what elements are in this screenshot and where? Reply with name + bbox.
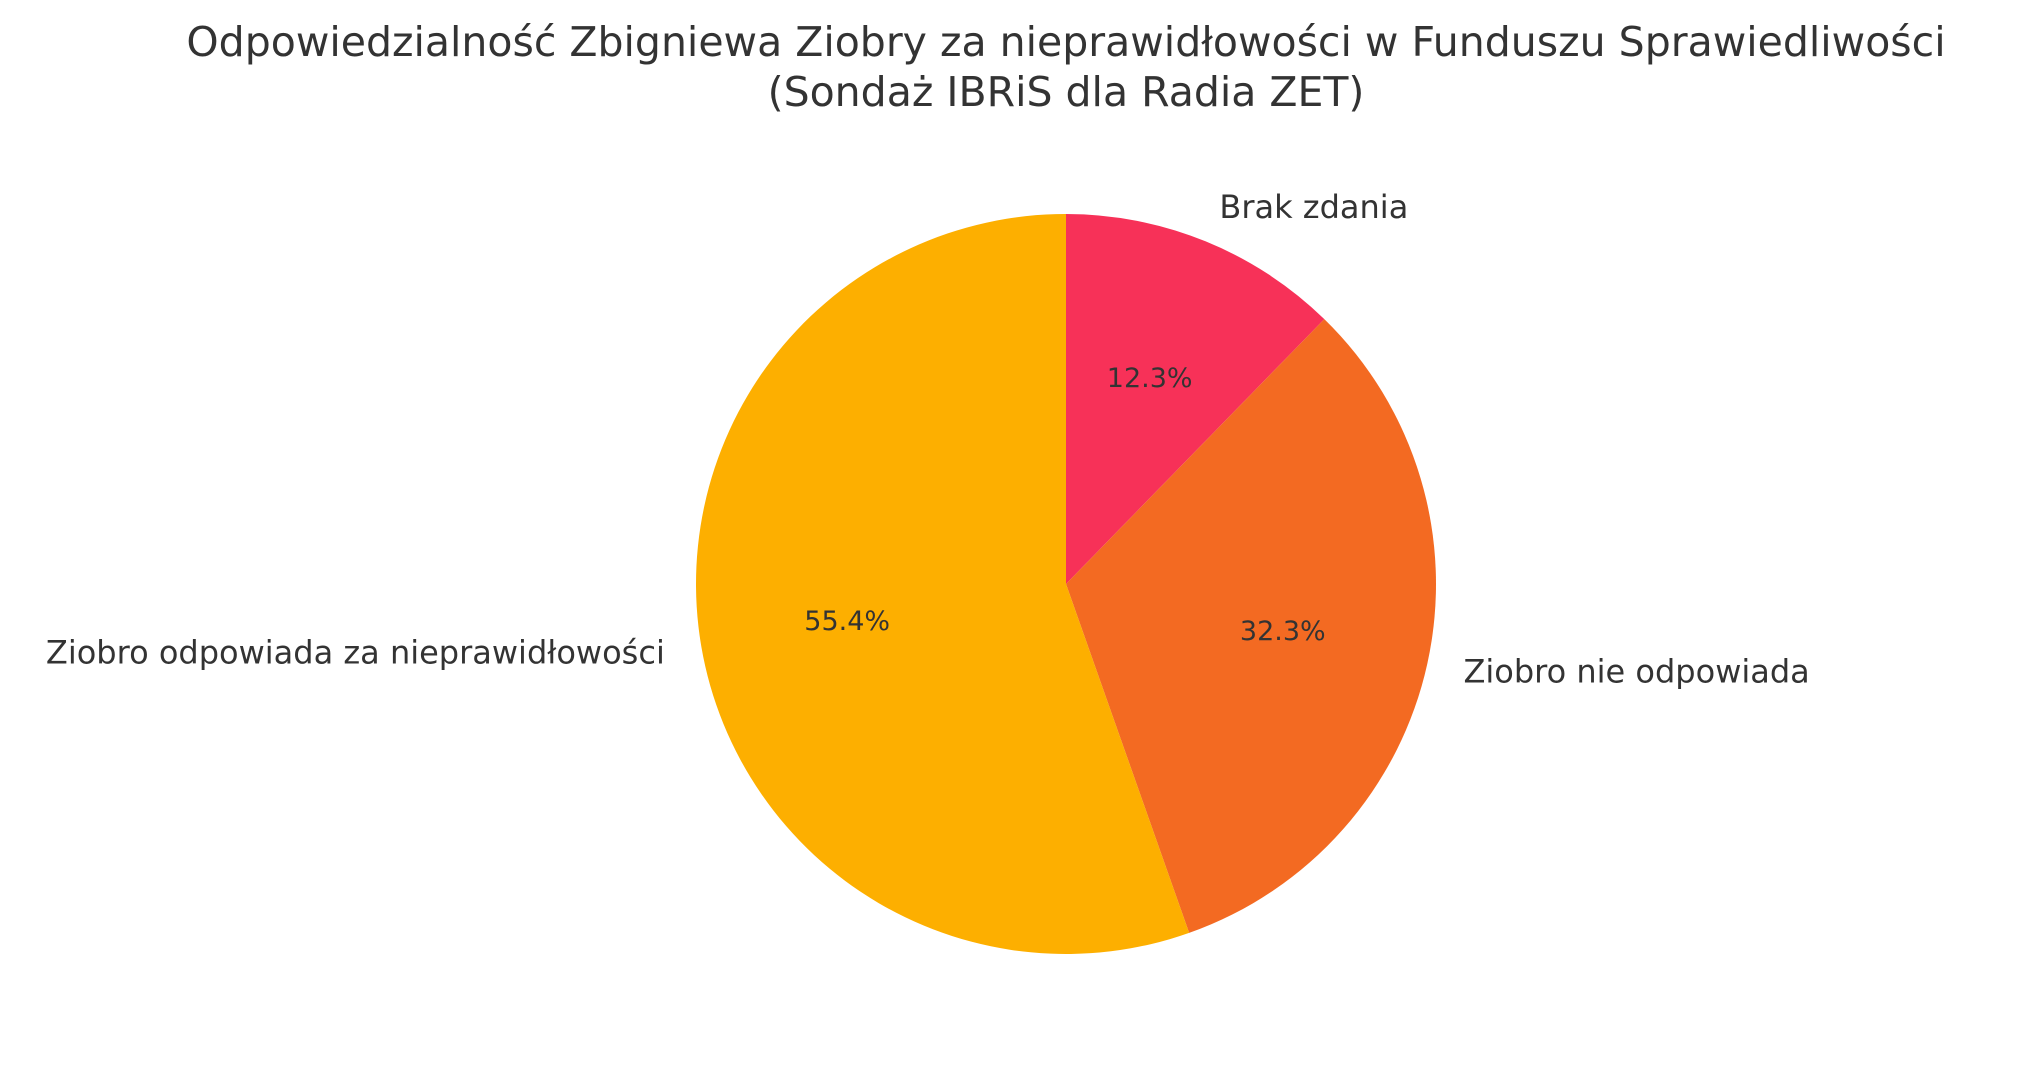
slice-label-ziobro-odpowiada-za-nieprawidlowosci: Ziobro odpowiada za nieprawidłowości <box>46 634 665 672</box>
slice-percent-brak-zdania: 12.3% <box>1107 363 1193 394</box>
chart-title: Odpowiedzialność Zbigniewa Ziobry za nie… <box>186 18 1945 66</box>
slice-percent-ziobro-odpowiada-za-nieprawidlowosci: 55.4% <box>804 606 890 637</box>
pie-slice-ziobro-odpowiada-za-nieprawidlowosci <box>696 214 1190 954</box>
pie-slice-brak-zdania <box>1066 214 1325 584</box>
slice-percent-ziobro-nie-odpowiada: 32.3% <box>1240 616 1326 647</box>
pie-slice-ziobro-nie-odpowiada <box>1066 319 1436 933</box>
pie-labels: Brak zdania 12.3% Ziobro nie odpowiada 32.3… <box>46 188 1810 691</box>
slice-label-brak-zdania: Brak zdania <box>1219 188 1408 226</box>
pie-slices <box>696 214 1436 954</box>
slice-label-ziobro-nie-odpowiada: Ziobro nie odpowiada <box>1463 653 1809 691</box>
chart-subtitle: (Sondaż IBRiS dla Radia ZET) <box>768 68 1365 116</box>
